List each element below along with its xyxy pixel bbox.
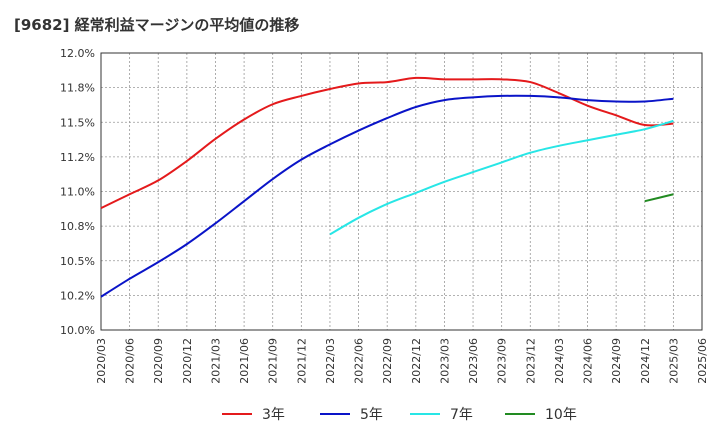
x-tick-label: 2020/12 xyxy=(181,338,194,384)
x-tick-label: 2024/12 xyxy=(639,338,652,384)
x-tick-label: 2023/12 xyxy=(524,338,537,384)
x-tick-label: 2022/12 xyxy=(410,338,423,384)
y-tick-label: 11.0% xyxy=(60,186,95,199)
x-tick-label: 2024/03 xyxy=(553,338,566,384)
legend-label-3: 7年 xyxy=(450,407,473,423)
x-tick-label: 2023/09 xyxy=(496,338,509,384)
x-tick-label: 2024/09 xyxy=(610,338,623,384)
y-tick-label: 11.8% xyxy=(60,82,95,95)
x-tick-label: 2024/06 xyxy=(582,338,595,384)
y-tick-label: 10.5% xyxy=(60,255,95,268)
series-line-1 xyxy=(100,76,674,210)
x-tick-label: 2022/06 xyxy=(353,338,366,384)
y-tick-label: 12.0% xyxy=(60,47,95,60)
chart-title: [9682] 経常利益マージンの平均値の推移 xyxy=(14,16,300,34)
x-tick-label: 2023/06 xyxy=(467,338,480,384)
x-tick-label: 2021/06 xyxy=(238,338,251,384)
series-line-3 xyxy=(329,119,674,236)
y-tick-label: 10.2% xyxy=(60,289,95,302)
y-tick-label: 11.2% xyxy=(60,151,95,164)
series-line-2 xyxy=(100,94,674,298)
legend-label-2: 5年 xyxy=(360,407,383,423)
x-tick-label: 2021/12 xyxy=(295,338,308,384)
x-tick-label: 2021/03 xyxy=(209,338,222,384)
x-tick-label: 2025/03 xyxy=(667,338,680,384)
x-tick-label: 2021/09 xyxy=(267,338,280,384)
x-tick-label: 2022/09 xyxy=(381,338,394,384)
x-tick-label: 2020/03 xyxy=(95,338,108,384)
x-tick-label: 2020/06 xyxy=(124,338,137,384)
x-tick-label: 2022/03 xyxy=(324,338,337,384)
x-tick-label: 2020/09 xyxy=(152,338,165,384)
legend-label-1: 3年 xyxy=(262,407,285,423)
plot-border xyxy=(100,52,703,331)
y-tick-label: 10.0% xyxy=(60,324,95,337)
x-tick-label: 2025/06 xyxy=(696,338,709,384)
y-tick-label: 11.5% xyxy=(60,116,95,129)
y-tick-label: 10.8% xyxy=(60,220,95,233)
x-tick-label: 2023/03 xyxy=(438,338,451,384)
series-line-4 xyxy=(644,193,674,203)
legend-label-4: 10年 xyxy=(545,407,577,423)
